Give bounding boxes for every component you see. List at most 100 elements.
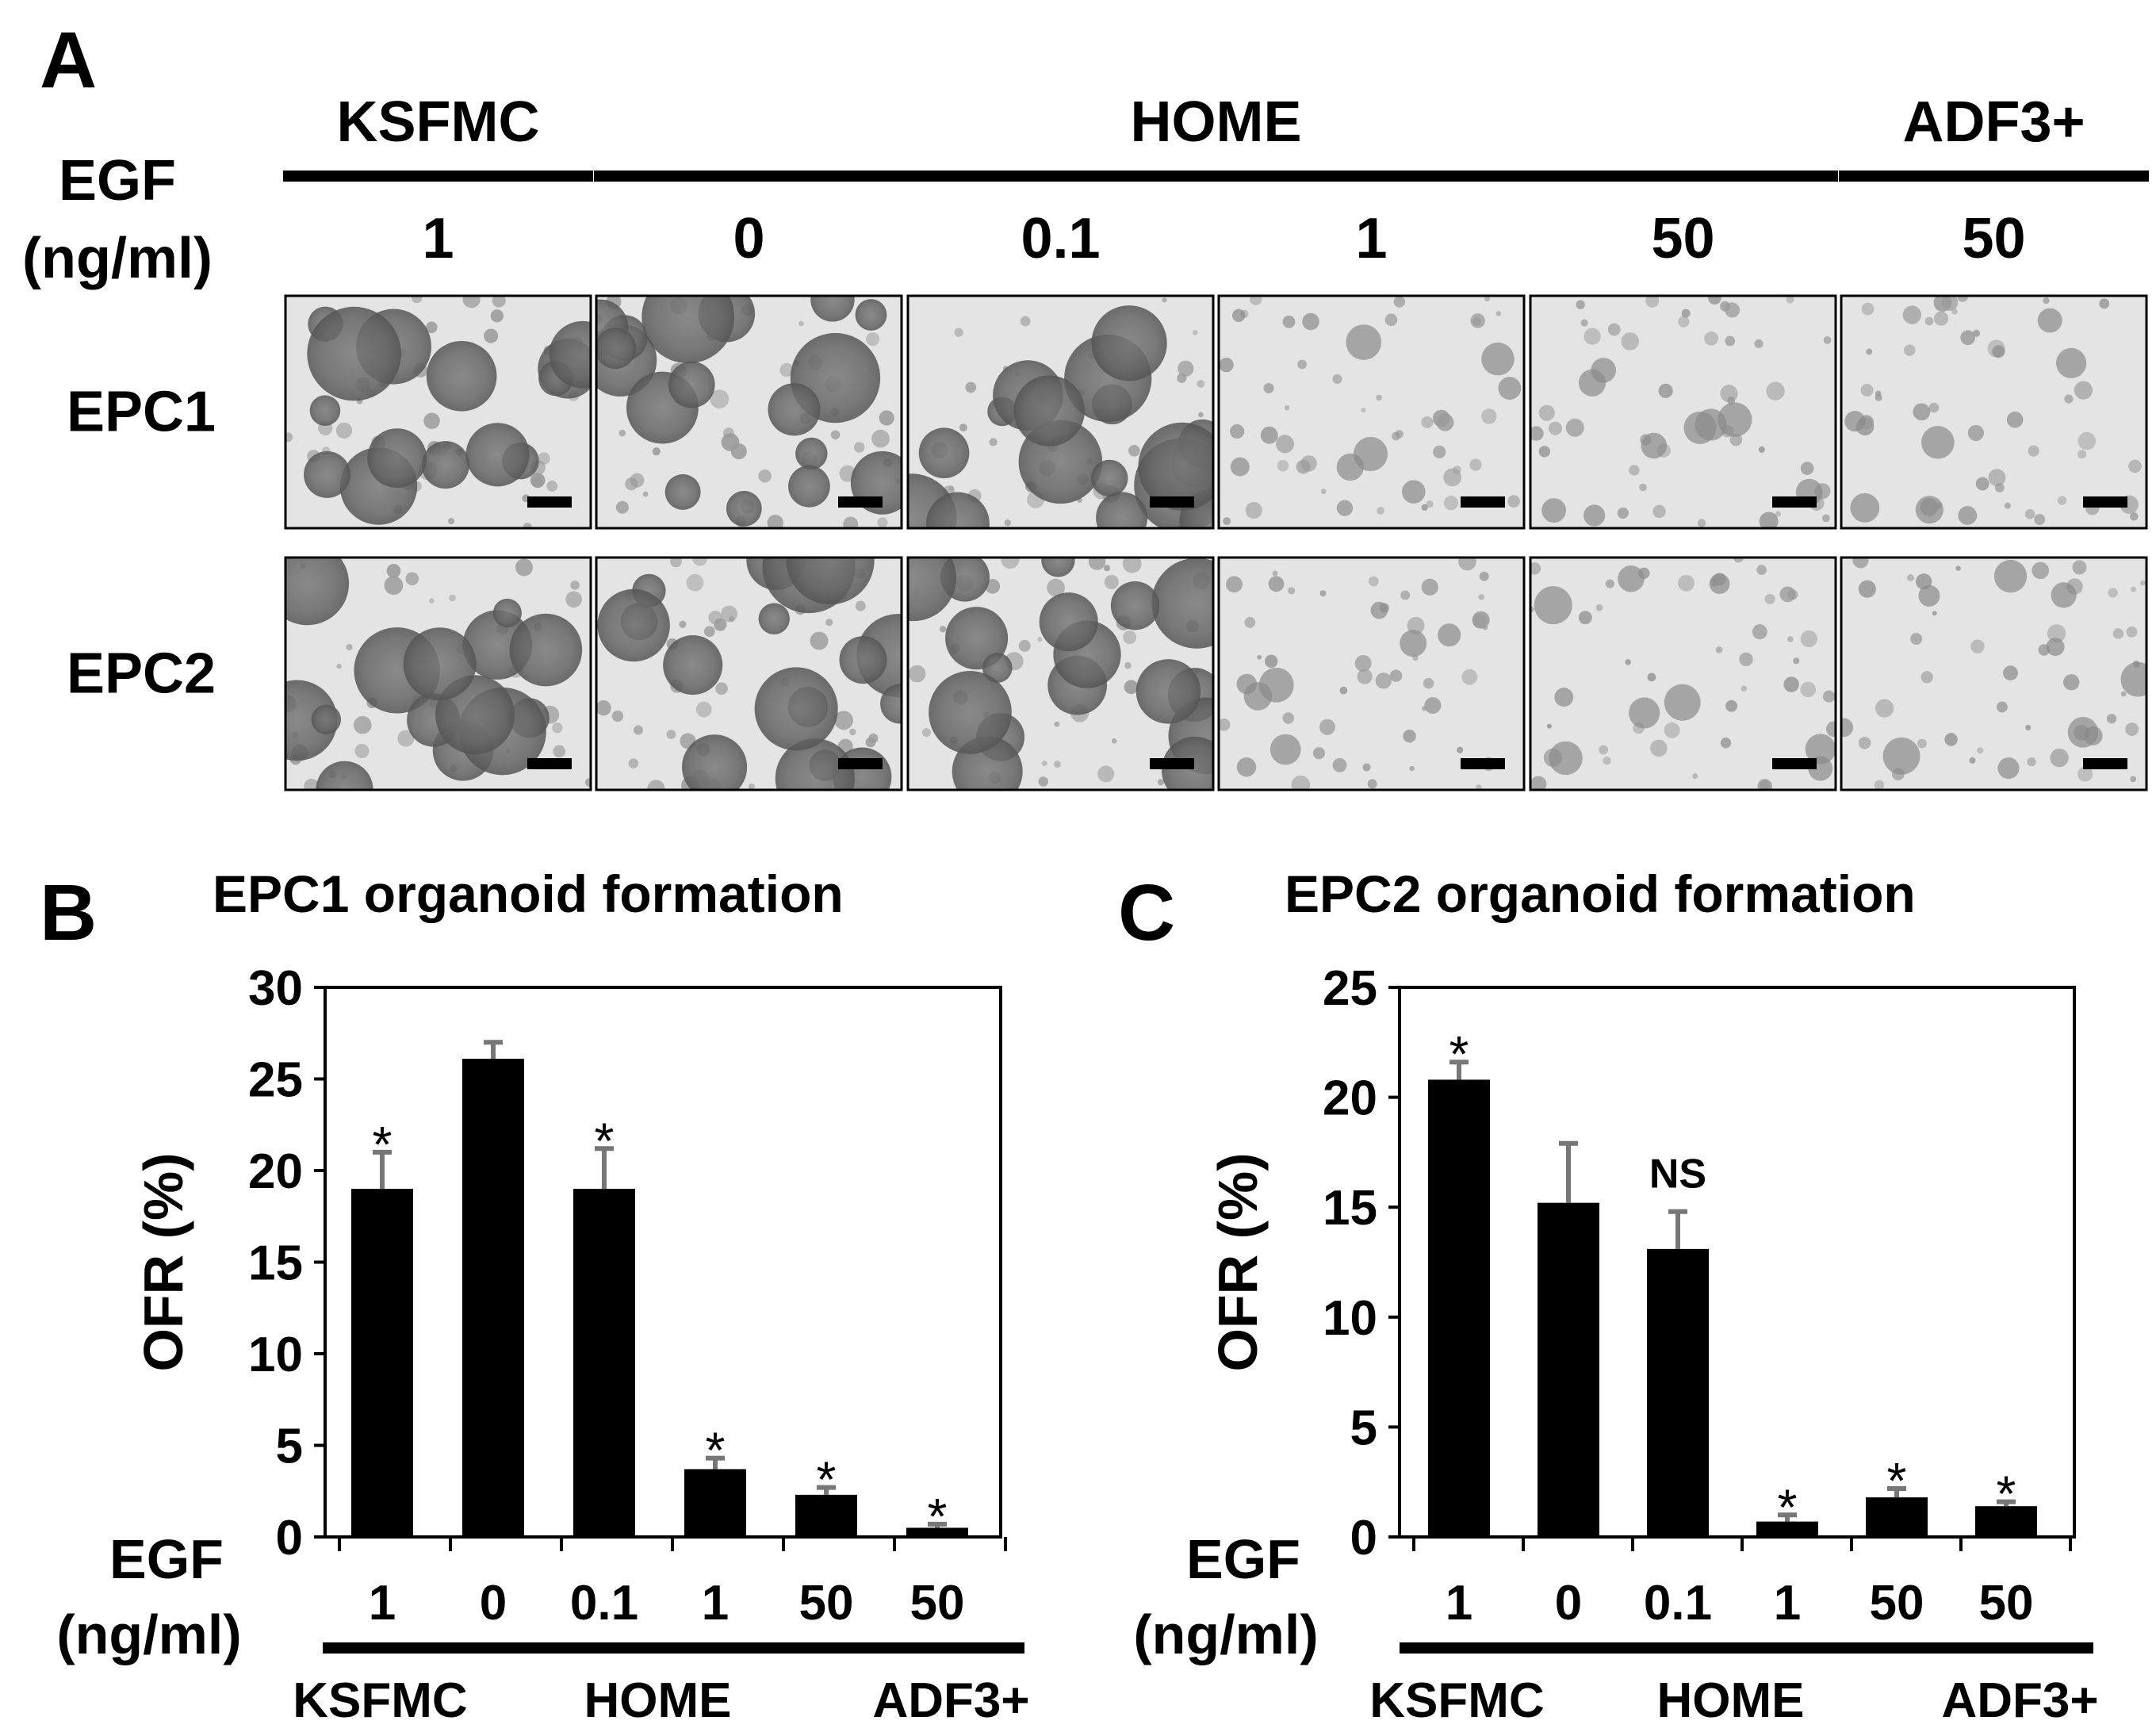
small-particle: [2129, 512, 2139, 521]
micrograph-tile: [595, 294, 903, 530]
small-particle: [1319, 590, 1327, 597]
y-tick-label: 15: [248, 1236, 303, 1291]
organoid: [788, 465, 830, 508]
small-particle: [2077, 431, 2097, 450]
small-particle: [1354, 654, 1372, 672]
small-particle: [1038, 776, 1049, 787]
bar: [462, 1059, 524, 1537]
significance-star: *: [706, 1422, 726, 1479]
organoid: [367, 428, 427, 489]
micrograph-tile: [1529, 556, 1837, 791]
small-particle: [1400, 590, 1411, 600]
group-label-ksfmc: KSFMC: [337, 90, 540, 154]
small-particle: [1178, 360, 1194, 377]
organoid: [668, 361, 715, 408]
organoid: [1992, 345, 2005, 358]
scale-bar: [1772, 758, 1817, 769]
small-particle: [2130, 776, 2137, 783]
micrograph-tile: [1840, 556, 2148, 791]
scale-bar: [838, 758, 883, 769]
y-tick-label: 5: [1350, 1401, 1377, 1455]
small-particle: [1197, 380, 1205, 388]
organoid: [663, 635, 723, 696]
organoid: [754, 667, 838, 751]
small-particle: [679, 620, 687, 628]
small-particle: [1296, 459, 1311, 474]
small-particle: [1607, 323, 1621, 336]
small-particle: [1124, 661, 1132, 669]
small-particle: [1906, 574, 1914, 582]
small-particle: [1823, 336, 1832, 344]
small-particle: [1902, 305, 1922, 324]
small-particle: [523, 523, 532, 528]
panel-b-letter: B: [40, 868, 97, 957]
scale-bar: [1150, 758, 1194, 769]
small-particle: [1297, 359, 1307, 370]
organoid: [1236, 757, 1257, 777]
small-particle: [647, 780, 665, 790]
small-particle: [865, 737, 876, 748]
small-particle: [630, 473, 645, 488]
small-particle: [830, 430, 841, 440]
y-axis-label: OFR (%): [132, 1152, 194, 1371]
group-label: KSFMC: [293, 1673, 467, 1728]
small-particle: [1822, 690, 1836, 703]
small-particle: [1841, 718, 1854, 738]
small-particle: [2128, 459, 2142, 473]
small-particle: [1122, 558, 1142, 573]
organoid: [786, 558, 875, 605]
small-particle: [492, 296, 506, 308]
small-particle: [1775, 511, 1781, 517]
small-particle: [531, 475, 544, 489]
x-category-label: 1: [1446, 1576, 1472, 1631]
organoid: [929, 671, 1012, 754]
small-particle: [1758, 446, 1765, 453]
group-label: ADF3+: [1941, 1673, 2098, 1728]
small-particle: [1389, 669, 1403, 682]
micrograph-tile: [1529, 294, 1837, 530]
organoid: [855, 299, 887, 331]
tile-border: [906, 556, 1215, 791]
organoid: [1915, 496, 1943, 524]
organoid: [1268, 576, 1285, 592]
organoid: [1629, 697, 1660, 729]
organoid: [1230, 457, 1250, 477]
small-particle: [1917, 738, 1927, 749]
small-particle: [1469, 458, 1482, 471]
small-particle: [1244, 616, 1256, 628]
small-particle: [1530, 426, 1544, 441]
x-category-label: 0.1: [1644, 1576, 1712, 1631]
small-particle: [866, 332, 880, 347]
small-particle: [1866, 348, 1873, 355]
micrograph-tile: [1840, 294, 2148, 530]
small-particle: [1583, 328, 1601, 345]
small-particle: [2024, 509, 2035, 519]
small-particle: [1565, 418, 1584, 437]
dose-label: 50: [1962, 207, 2025, 270]
small-particle: [1720, 737, 1732, 749]
small-particle: [1932, 611, 1937, 616]
small-particle: [1367, 779, 1377, 789]
small-particle: [1697, 519, 1706, 527]
organoid: [1400, 630, 1427, 657]
small-particle: [1478, 594, 1484, 600]
organoid: [549, 320, 591, 389]
small-particle: [1018, 639, 1031, 652]
egf-unit-label: (ng/ml): [22, 227, 213, 290]
tile-border: [1217, 556, 1526, 791]
small-particle: [1421, 578, 1438, 596]
small-particle: [546, 481, 558, 492]
small-particle: [515, 558, 534, 577]
organoid: [1618, 565, 1645, 592]
y-tick-label: 5: [276, 1420, 303, 1474]
small-particle: [1282, 712, 1294, 724]
small-particle: [565, 591, 583, 608]
small-particle: [1226, 576, 1243, 593]
organoid: [1231, 308, 1246, 323]
small-particle: [1277, 460, 1289, 472]
tile-background: [1530, 296, 1836, 528]
small-particle: [954, 328, 963, 337]
small-particle: [1128, 445, 1140, 457]
small-particle: [1530, 562, 1541, 575]
